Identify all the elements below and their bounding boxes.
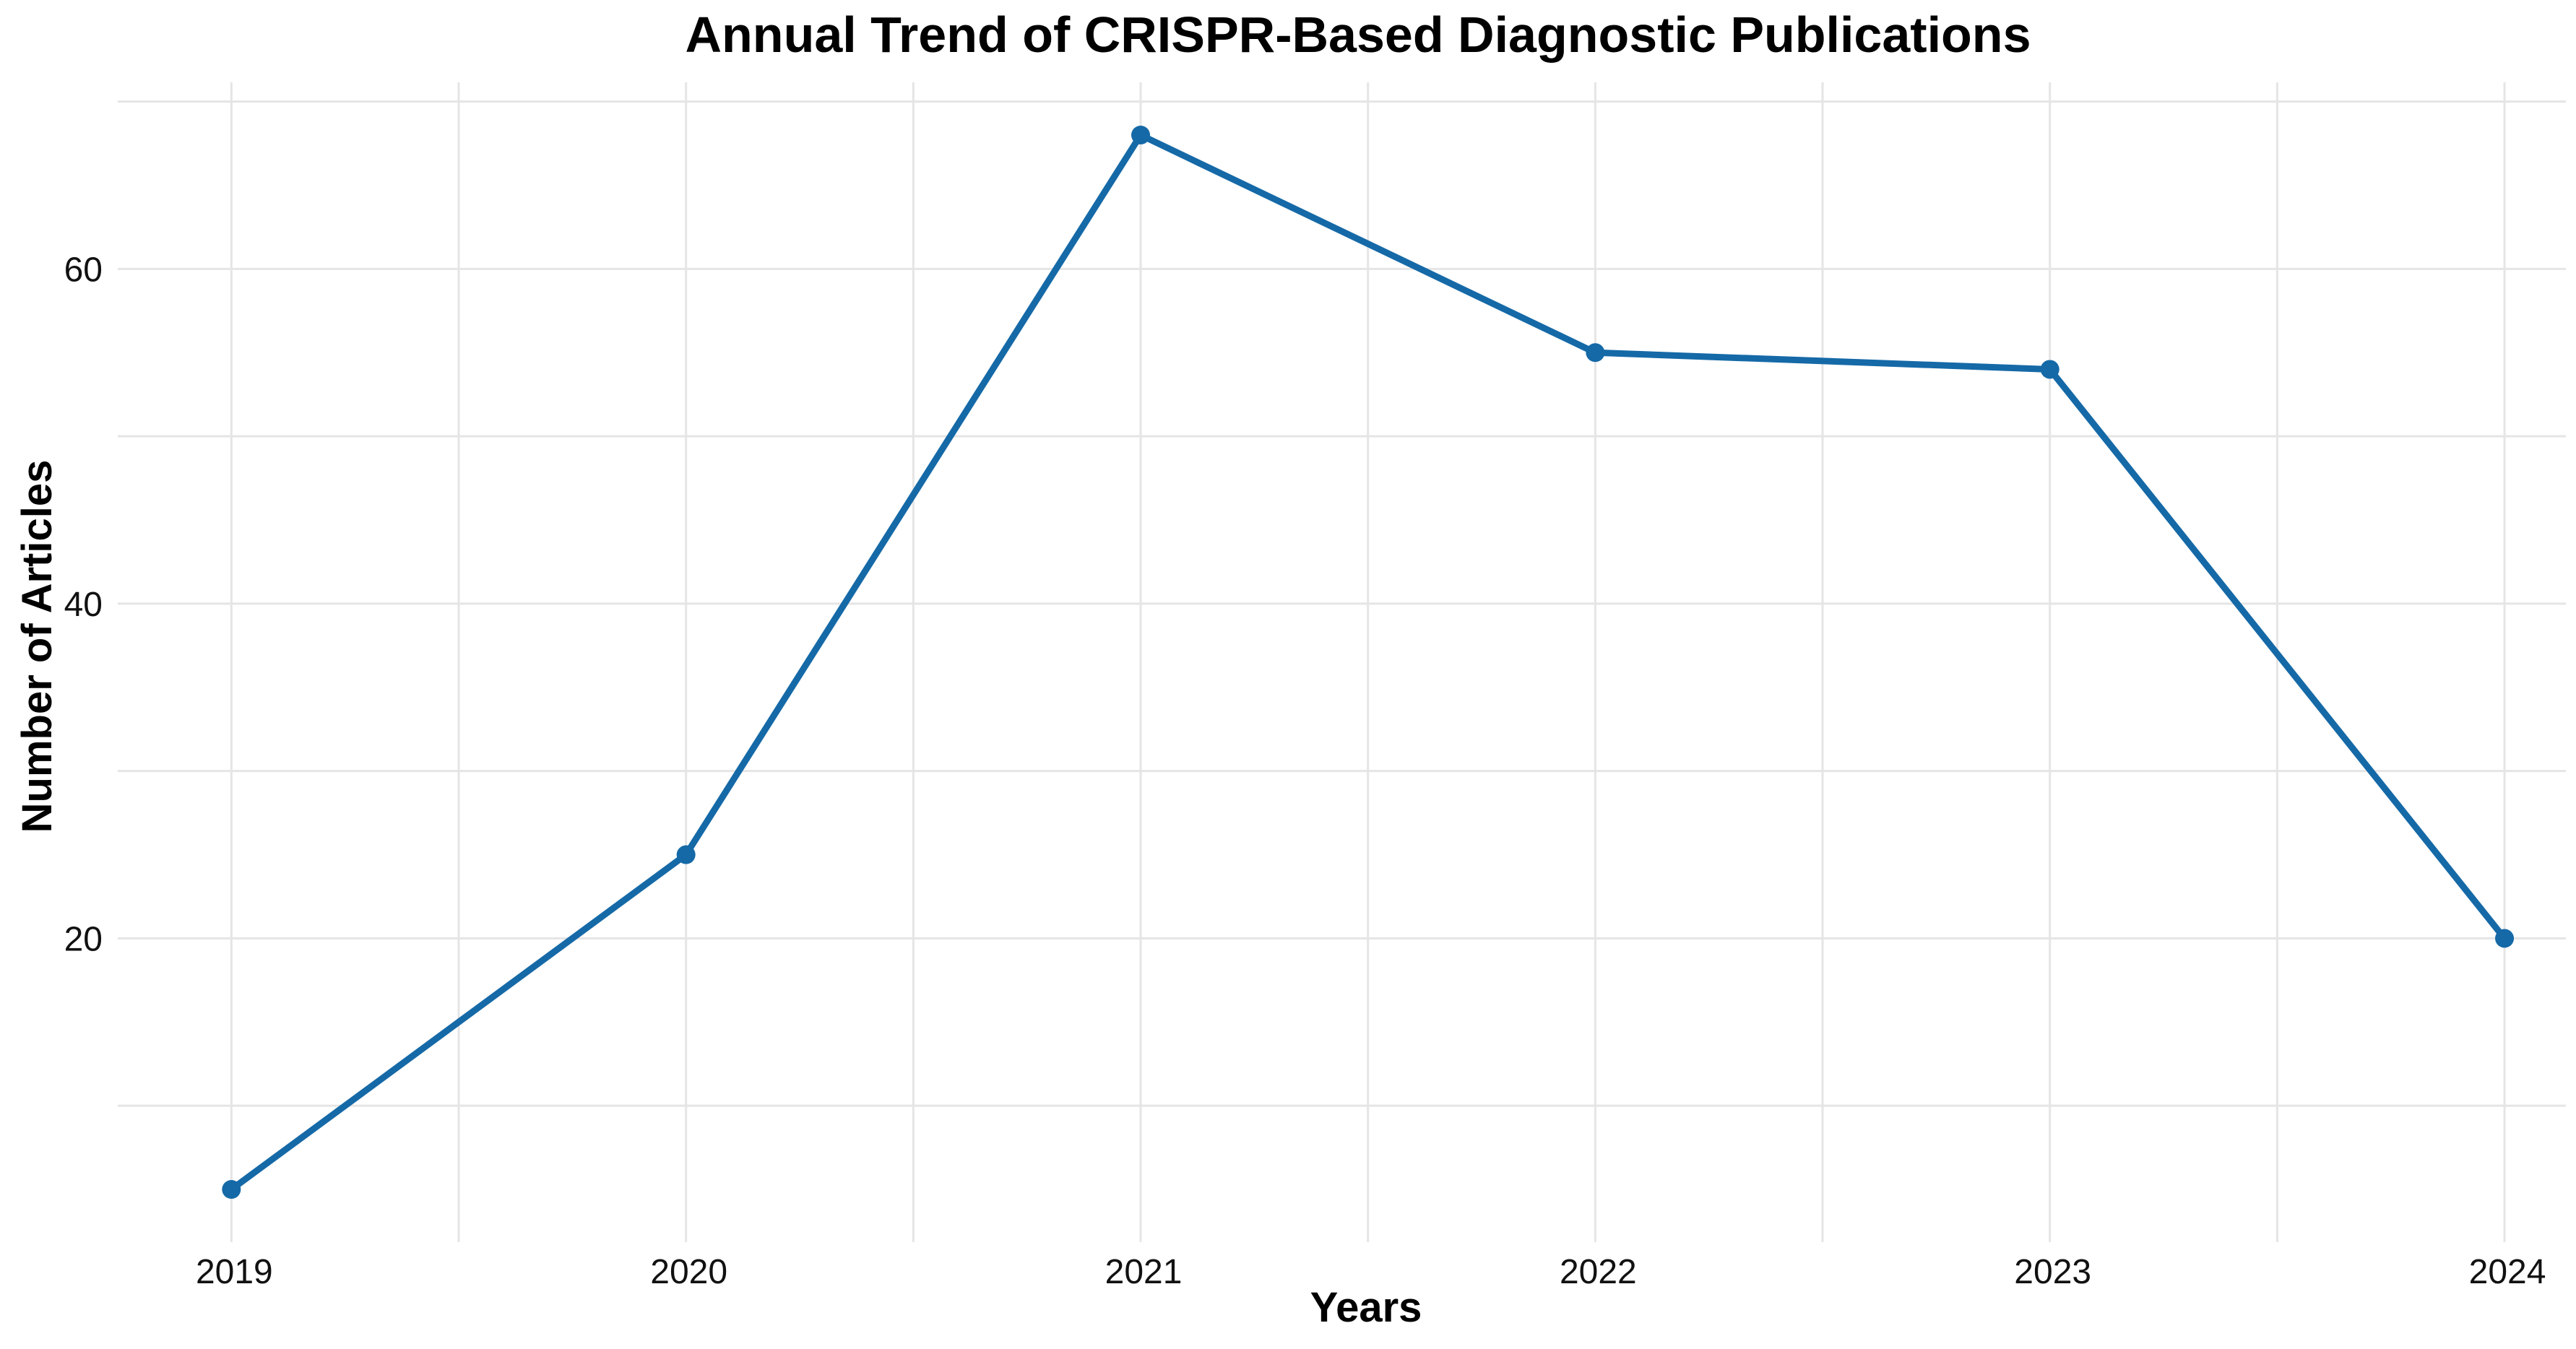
data-point [1586,343,1605,363]
data-point [676,845,696,864]
x-tick-label: 2022 [1560,1253,1637,1291]
data-point [1131,126,1151,144]
x-tick-label: 2024 [2469,1253,2546,1291]
data-point [222,1180,241,1199]
data-point [2040,360,2059,379]
x-tick-label: 2020 [650,1253,727,1291]
y-tick-label: 20 [64,920,103,958]
data-line [228,131,2508,1193]
chart-title: Annual Trend of CRISPR-Based Diagnostic … [685,6,2031,63]
data-point [2495,929,2515,948]
x-tick-label: 2023 [2014,1253,2091,1291]
y-tick-label: 40 [64,586,103,624]
y-tick-label: 60 [64,251,103,289]
x-tick-label: 2021 [1105,1253,1183,1291]
x-axis-title: Years [1310,1284,1422,1331]
x-tick-label: 2019 [196,1253,273,1291]
